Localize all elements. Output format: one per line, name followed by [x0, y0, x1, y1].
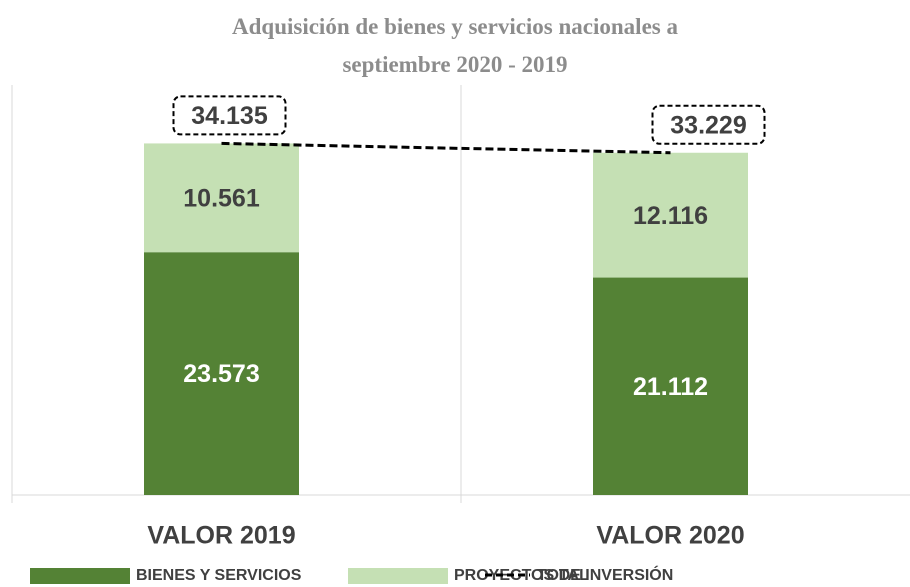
data-label: 12.116 [633, 202, 708, 230]
legend-label: TOTAL [537, 567, 589, 584]
total-line [221, 141, 671, 155]
bar-segment [144, 143, 299, 253]
data-label: 34.135 [191, 102, 268, 130]
label-box [651, 104, 766, 145]
data-label: 10.561 [183, 184, 260, 212]
data-label: 21.112 [633, 373, 708, 401]
legend-swatch [30, 568, 130, 584]
bar-segment [593, 152, 748, 278]
chart-title: Adquisición de bienes y servicios nacion… [232, 14, 678, 77]
legend-swatch [348, 568, 448, 584]
bar-segment [144, 252, 299, 495]
label-box [172, 95, 287, 136]
legend-label: PROYECTOS DE INVERSIÓN [454, 565, 673, 584]
bar-segment [593, 277, 748, 495]
data-label: 33.229 [670, 111, 746, 139]
x-tick-label: VALOR 2019 [147, 522, 295, 550]
data-label: 23.573 [183, 360, 259, 388]
legend-label: BIENES Y SERVICIOS [136, 567, 302, 584]
x-tick-label: VALOR 2020 [596, 522, 744, 550]
